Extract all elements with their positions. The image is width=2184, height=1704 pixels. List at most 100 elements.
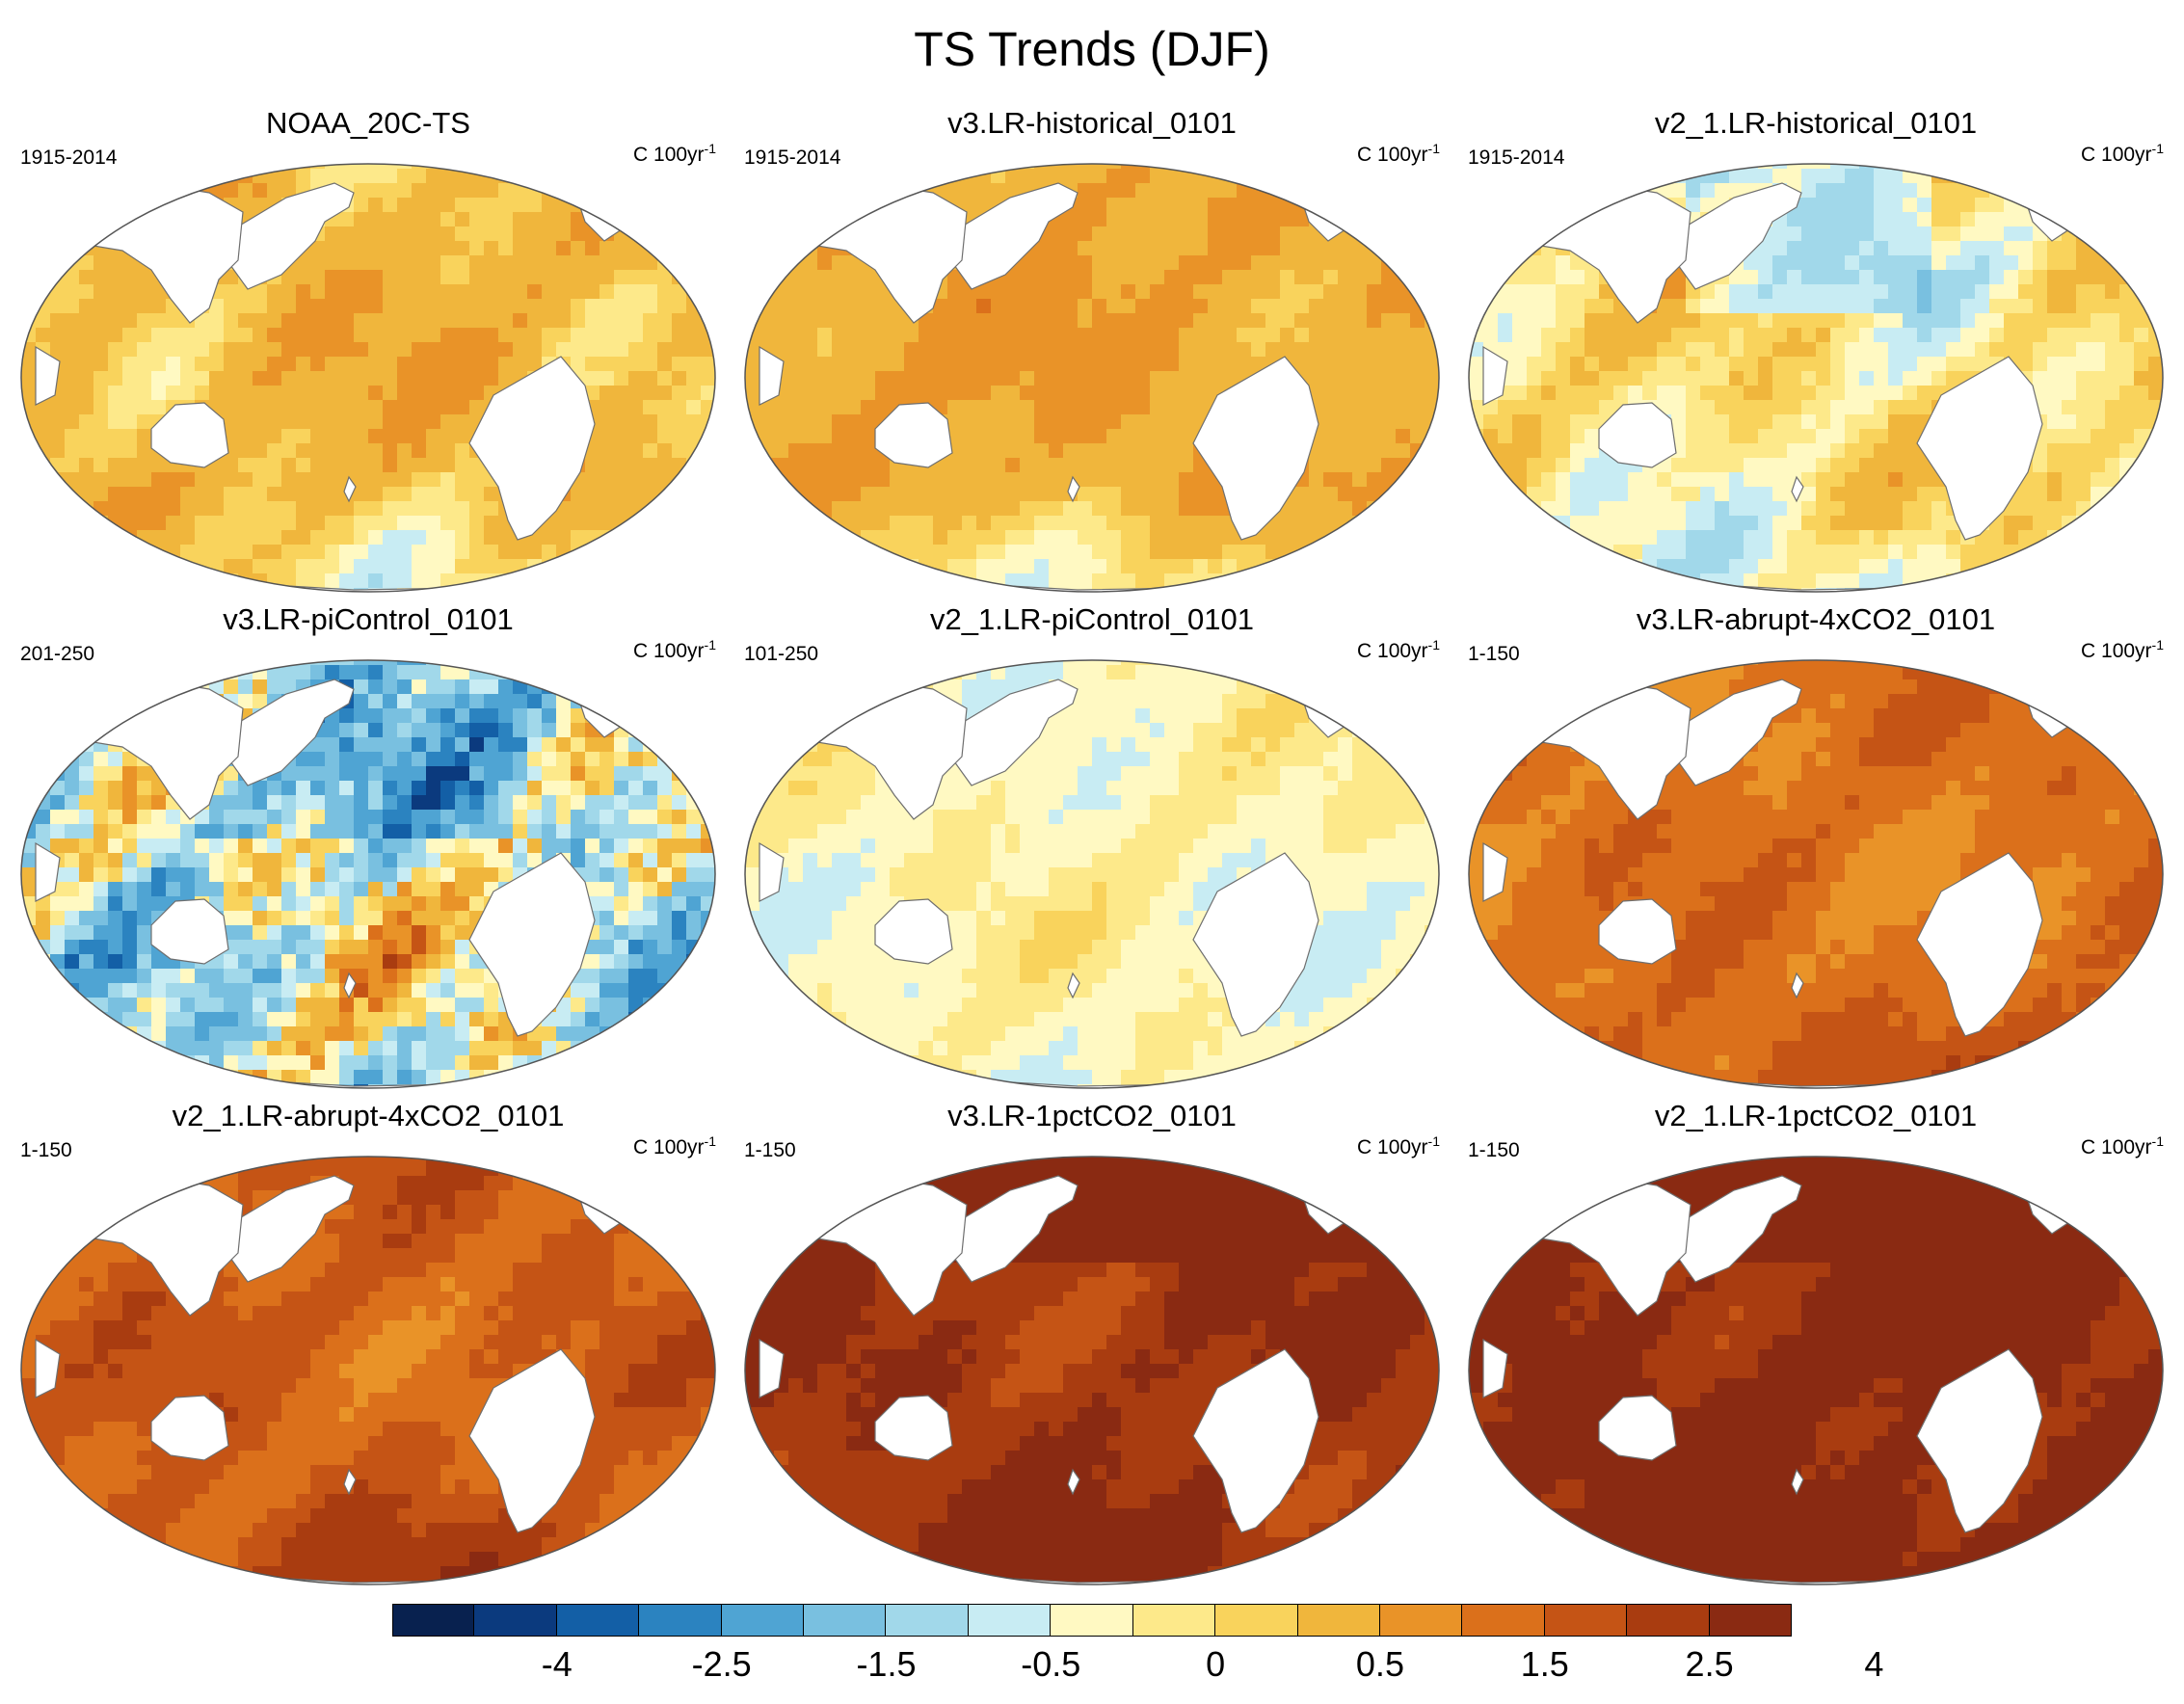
- trend-cell: [585, 357, 600, 372]
- trend-cell: [296, 386, 311, 401]
- trend-cell: [1078, 429, 1093, 444]
- trend-cell: [947, 342, 963, 358]
- trend-cell: [1556, 545, 1571, 560]
- trend-cell: [1121, 559, 1136, 574]
- trend-cell: [21, 386, 37, 401]
- trend-cell: [1816, 458, 1831, 473]
- trend-cell: [1410, 357, 1425, 372]
- trend-cell: [65, 357, 80, 372]
- trend-cell: [715, 414, 730, 430]
- trend-cell: [455, 414, 470, 430]
- trend-cell: [1439, 573, 1453, 589]
- trend-cell: [50, 573, 66, 589]
- trend-cell: [1469, 386, 1470, 401]
- trend-cell: [455, 328, 470, 343]
- trend-cell: [1830, 516, 1846, 531]
- trend-cell: [527, 723, 543, 738]
- trend-cell: [1830, 386, 1846, 401]
- trend-cell: [628, 183, 644, 199]
- trend-cell: [1787, 212, 1802, 227]
- trend-cell: [267, 371, 282, 386]
- trend-cell: [440, 226, 456, 242]
- trend-cell: [281, 487, 297, 502]
- trend-cell: [1888, 530, 1904, 546]
- trend-cell: [21, 501, 22, 517]
- trend-cell: [412, 198, 427, 213]
- trend-cell: [599, 164, 615, 170]
- trend-cell: [296, 299, 311, 314]
- trend-cell: [701, 516, 715, 531]
- trend-cell: [93, 299, 109, 314]
- trend-cell: [1034, 328, 1050, 343]
- trend-cell: [599, 429, 615, 444]
- trend-cell: [122, 342, 138, 358]
- trend-cell: [310, 270, 326, 285]
- trend-cell: [2119, 342, 2135, 358]
- trend-cell: [397, 371, 413, 386]
- trend-cell: [1816, 545, 1831, 560]
- trend-cell: [1686, 400, 1701, 415]
- trend-cell: [122, 284, 138, 300]
- trend-cell: [412, 328, 427, 343]
- trend-cell: [1352, 313, 1368, 329]
- trend-cell: [1338, 487, 1353, 502]
- trend-cell: [571, 588, 586, 592]
- trend-cell: [1469, 299, 1470, 314]
- trend-cell: [469, 530, 485, 546]
- trend-cell: [585, 371, 600, 386]
- trend-cell: [571, 299, 586, 314]
- trend-cell: [933, 357, 948, 372]
- trend-cell: [1193, 255, 1209, 271]
- trend-cell: [1381, 357, 1397, 372]
- trend-cell: [1063, 284, 1079, 300]
- trend-cell: [1005, 545, 1021, 560]
- trend-cell: [513, 357, 528, 372]
- trend-cell: [166, 679, 181, 695]
- trend-cell: [1758, 357, 1773, 372]
- trend-cell: [1498, 212, 1513, 227]
- trend-cell: [1352, 386, 1368, 401]
- trend-cell: [1498, 299, 1513, 314]
- trend-cell: [1888, 313, 1904, 329]
- trend-cell: [1106, 386, 1122, 401]
- trend-cell: [1700, 313, 1716, 329]
- trend-cell: [1483, 241, 1499, 256]
- trend-cell: [2134, 516, 2149, 531]
- trend-cell: [933, 516, 948, 531]
- trend-cell: [1498, 400, 1513, 415]
- trend-cell: [1903, 472, 1918, 488]
- trend-cell: [991, 284, 1006, 300]
- trend-cell: [1483, 487, 1499, 502]
- trend-cell: [79, 545, 94, 560]
- trend-cell: [890, 183, 905, 199]
- trend-cell: [788, 545, 804, 560]
- trend-cell: [1859, 472, 1875, 488]
- trend-cell: [296, 357, 311, 372]
- trend-cell: [1338, 357, 1353, 372]
- trend-cell: [36, 472, 51, 488]
- trend-cell: [614, 299, 629, 314]
- trend-cell: [498, 694, 514, 709]
- trend-cell: [1642, 328, 1658, 343]
- trend-cell: [93, 487, 109, 502]
- trend-cell: [1946, 255, 1961, 271]
- trend-cell: [1787, 458, 1802, 473]
- trend-cell: [1410, 545, 1425, 560]
- trend-cell: [325, 241, 340, 256]
- trend-cell: [122, 270, 138, 285]
- trend-cell: [2062, 458, 2077, 473]
- trend-cell: [1425, 472, 1439, 488]
- trend-cell: [50, 342, 66, 358]
- trend-cell: [1092, 545, 1107, 560]
- trend-cell: [614, 198, 629, 213]
- trend-cell: [1931, 241, 1947, 256]
- trend-cell: [1744, 429, 1759, 444]
- trend-cell: [875, 342, 891, 358]
- trend-cell: [657, 723, 673, 738]
- trend-cell: [571, 255, 586, 271]
- trend-cell: [759, 501, 775, 517]
- trend-cell: [759, 400, 775, 415]
- trend-cell: [354, 501, 369, 517]
- trend-cell: [137, 386, 152, 401]
- trend-cell: [484, 679, 499, 695]
